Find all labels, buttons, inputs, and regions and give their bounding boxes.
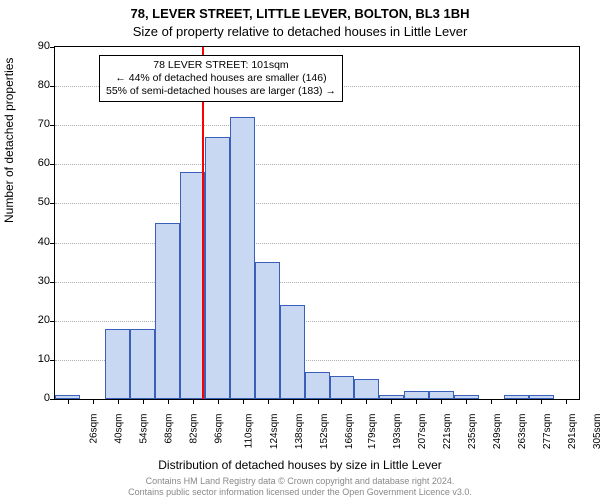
x-tick-mark [466,399,467,404]
y-tick-mark [50,86,55,87]
histogram-bar [155,223,180,399]
gridline [55,243,579,244]
gridline [55,203,579,204]
annotation-line-1: 78 LEVER STREET: 101sqm [106,59,336,72]
gridline [55,282,579,283]
x-tick-label: 207sqm [417,414,428,450]
x-tick-label: 82sqm [188,414,199,444]
x-tick-mark [318,399,319,404]
y-tick-label: 50 [10,196,50,208]
y-tick-label: 40 [10,236,50,248]
x-tick-mark [341,399,342,404]
gridline [55,164,579,165]
x-tick-mark [566,399,567,404]
y-tick-mark [50,321,55,322]
x-tick-label: 96sqm [213,414,224,444]
footer-line-2: Contains public sector information licen… [0,487,600,498]
x-tick-mark [366,399,367,404]
x-tick-mark [491,399,492,404]
y-tick-mark [50,164,55,165]
gridline [55,321,579,322]
chart-title-1: 78, LEVER STREET, LITTLE LEVER, BOLTON, … [0,6,600,21]
x-tick-label: 54sqm [138,414,149,444]
y-tick-label: 10 [10,353,50,365]
histogram-bar [230,117,255,399]
y-tick-label: 80 [10,79,50,91]
histogram-bar [280,305,305,399]
y-tick-mark [50,243,55,244]
annotation-line-2: ← 44% of detached houses are smaller (14… [106,72,336,85]
x-tick-label: 166sqm [344,414,355,450]
histogram-bar [330,376,353,399]
x-tick-mark [193,399,194,404]
x-tick-mark [391,399,392,404]
plot-area: 78 LEVER STREET: 101sqm ← 44% of detache… [54,46,580,400]
annotation-box: 78 LEVER STREET: 101sqm ← 44% of detache… [99,55,343,102]
x-tick-mark [243,399,244,404]
x-tick-label: 68sqm [163,414,174,444]
y-tick-mark [50,125,55,126]
y-tick-mark [50,399,55,400]
x-tick-mark [143,399,144,404]
y-tick-label: 70 [10,118,50,130]
x-tick-label: 291sqm [568,414,579,450]
y-tick-mark [50,203,55,204]
footer-line-1: Contains HM Land Registry data © Crown c… [0,476,600,487]
x-tick-label: 193sqm [392,414,403,450]
x-tick-mark [516,399,517,404]
x-tick-mark [168,399,169,404]
x-tick-label: 249sqm [492,414,503,450]
x-tick-mark [441,399,442,404]
histogram-bar [354,379,379,399]
histogram-bar [130,329,155,399]
y-tick-label: 60 [10,157,50,169]
histogram-bar [305,372,330,399]
x-tick-mark [218,399,219,404]
y-tick-mark [50,47,55,48]
x-tick-mark [416,399,417,404]
x-tick-mark [268,399,269,404]
y-tick-label: 0 [10,392,50,404]
y-tick-mark [50,282,55,283]
x-tick-label: 263sqm [517,414,528,450]
chart-container: 78, LEVER STREET, LITTLE LEVER, BOLTON, … [0,0,600,500]
y-tick-label: 30 [10,275,50,287]
gridline [55,125,579,126]
x-tick-mark [293,399,294,404]
x-tick-label: 138sqm [294,414,305,450]
x-tick-mark [541,399,542,404]
histogram-bar [205,137,230,399]
y-tick-label: 90 [10,40,50,52]
x-axis-label: Distribution of detached houses by size … [0,458,600,472]
chart-title-2: Size of property relative to detached ho… [0,24,600,39]
x-tick-label: 305sqm [593,414,600,450]
x-tick-label: 124sqm [269,414,280,450]
annotation-line-3: 55% of semi-detached houses are larger (… [106,85,336,98]
y-tick-mark [50,360,55,361]
x-tick-label: 221sqm [442,414,453,450]
footer-text: Contains HM Land Registry data © Crown c… [0,476,600,498]
histogram-bar [105,329,130,399]
x-tick-label: 179sqm [367,414,378,450]
x-tick-label: 277sqm [542,414,553,450]
x-tick-label: 110sqm [243,414,254,449]
x-tick-label: 152sqm [319,414,330,450]
x-tick-label: 40sqm [113,414,124,444]
x-tick-label: 26sqm [88,414,99,444]
x-tick-mark [68,399,69,404]
x-tick-mark [93,399,94,404]
histogram-bar [404,391,429,399]
x-tick-label: 235sqm [467,414,478,450]
x-tick-mark [118,399,119,404]
histogram-bar [429,391,454,399]
histogram-bar [255,262,280,399]
y-tick-label: 20 [10,314,50,326]
